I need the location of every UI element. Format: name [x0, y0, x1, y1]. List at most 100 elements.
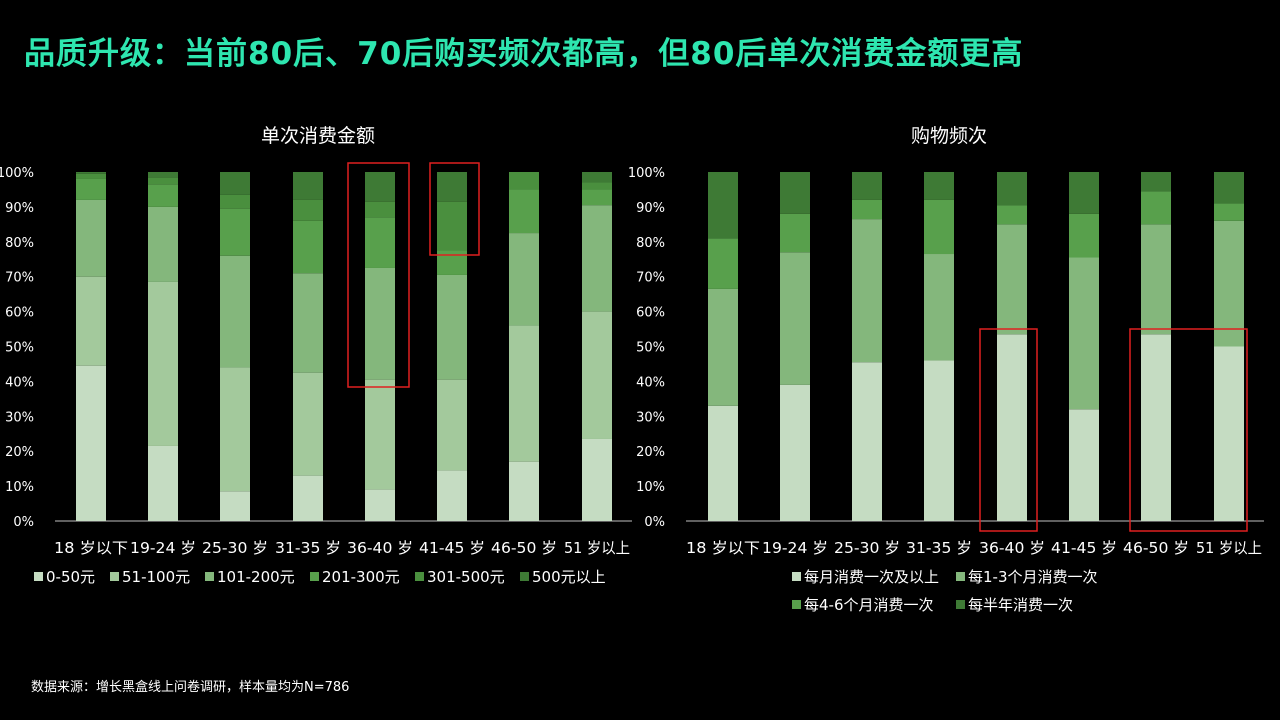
bar-segment [582, 182, 612, 190]
legend-label: 每4-6个月消费一次 [804, 596, 934, 614]
bar-segment [220, 172, 250, 195]
legend-label: 51-100元 [122, 568, 190, 586]
bar-segment [365, 172, 395, 202]
bar-segment [76, 173, 106, 179]
legend-swatch [956, 572, 965, 581]
bar-segment [1214, 203, 1244, 221]
bar-segment [365, 379, 395, 490]
x-category-label: 18 岁以下 [686, 539, 760, 557]
bar-segment [220, 255, 250, 368]
bar-segment [148, 281, 178, 446]
x-category-label: 41-45 岁 [419, 539, 485, 557]
x-category-label: 46-50 岁 [1123, 539, 1189, 557]
legend-label: 每月消费一次及以上 [804, 568, 939, 586]
bar-segment [852, 219, 882, 363]
bar-segment [997, 334, 1027, 521]
y-tick-label: 0% [644, 515, 665, 530]
bar-segment [924, 172, 954, 200]
x-category-label: 51 岁以上 [564, 539, 630, 557]
x-category-label: 25-30 岁 [202, 539, 268, 557]
bar-segment [1214, 220, 1244, 347]
bar-segment [997, 172, 1027, 206]
legend-label: 500元以上 [532, 568, 606, 586]
bar-segment [1141, 224, 1171, 335]
highlight-box [979, 328, 1038, 532]
bar-segment [148, 206, 178, 282]
bar-segment [708, 238, 738, 289]
bar-segment [76, 172, 106, 174]
legend-swatch [520, 572, 529, 581]
bar-segment [220, 194, 250, 209]
bar-segment [582, 172, 612, 183]
legend-label: 每半年消费一次 [968, 596, 1073, 614]
bar-segment [365, 267, 395, 380]
bar-segment [852, 362, 882, 521]
y-tick-label: 70% [5, 271, 34, 286]
legend-label: 每1-3个月消费一次 [968, 568, 1098, 586]
x-category-label: 51 岁以上 [1196, 539, 1262, 557]
x-category-label: 19-24 岁 [130, 539, 196, 557]
bar-segment [924, 254, 954, 361]
bar-segment [437, 274, 467, 380]
y-tick-label: 40% [636, 375, 665, 390]
bar-segment [1069, 213, 1099, 258]
bar-segment [708, 172, 738, 239]
bar-segment [852, 172, 882, 200]
bar-segment [509, 189, 539, 234]
bar-segment [293, 172, 323, 200]
bar-segment [780, 213, 810, 253]
bar-segment [509, 233, 539, 326]
x-category-label: 41-45 岁 [1051, 539, 1117, 557]
legend-swatch [792, 572, 801, 581]
page-title: 品质升级：当前80后、70后购买频次都高，但80后单次消费金额更高 [24, 36, 1024, 72]
y-tick-label: 80% [636, 236, 665, 251]
bar-segment [437, 201, 467, 251]
bar-segment [708, 405, 738, 521]
bar-segment [509, 461, 539, 521]
bar-segment [997, 224, 1027, 335]
y-tick-label: 50% [636, 341, 665, 356]
bar-segment [437, 250, 467, 275]
bar-segment [220, 491, 250, 521]
legend-label: 101-200元 [217, 568, 295, 586]
bar-segment [365, 489, 395, 521]
highlight-box [1129, 328, 1248, 532]
bar-segment [293, 220, 323, 274]
legend-swatch [956, 600, 965, 609]
bar-segment [780, 172, 810, 214]
y-tick-label: 60% [5, 306, 34, 321]
bar-segment [1141, 191, 1171, 225]
bar-segment [437, 470, 467, 521]
bar-segment [582, 189, 612, 206]
y-tick-label: 60% [636, 306, 665, 321]
legend-swatch [205, 572, 214, 581]
y-tick-label: 10% [5, 480, 34, 495]
bar-segment [924, 199, 954, 255]
y-tick-label: 100% [628, 166, 665, 181]
y-tick-label: 100% [0, 166, 34, 181]
x-category-label: 36-40 岁 [347, 539, 413, 557]
bar-segment [76, 199, 106, 277]
x-category-label: 31-35 岁 [906, 539, 972, 557]
bar-segment [1214, 346, 1244, 521]
bar-segment [1214, 172, 1244, 204]
bar-segment [148, 172, 178, 178]
bar-segment [220, 367, 250, 492]
bar-segment [780, 252, 810, 385]
x-category-label: 18 岁以下 [54, 539, 128, 557]
bar-segment [76, 365, 106, 521]
y-tick-label: 20% [636, 445, 665, 460]
legend-swatch [415, 572, 424, 581]
bar-segment [852, 199, 882, 220]
legend-swatch [310, 572, 319, 581]
bar-segment [582, 438, 612, 521]
x-category-label: 19-24 岁 [762, 539, 828, 557]
bar-segment [997, 205, 1027, 225]
x-category-label: 31-35 岁 [275, 539, 341, 557]
bar-segment [582, 205, 612, 312]
x-category-label: 25-30 岁 [834, 539, 900, 557]
bar-segment [1069, 172, 1099, 214]
chart-title: 单次消费金额 [261, 125, 375, 147]
data-source-note: 数据来源：增长黑盒线上问卷调研，样本量均为N=786 [31, 680, 350, 695]
